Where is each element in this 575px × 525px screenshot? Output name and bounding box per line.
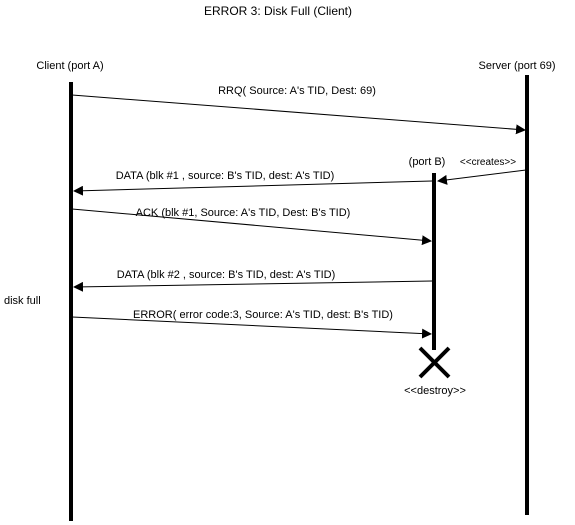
- destroy-note: <<destroy>>: [404, 385, 466, 397]
- ack1-message-label: ACK (blk #1, Source: A's TID, Dest: B's …: [136, 207, 351, 219]
- creates-message-arrow: [438, 170, 526, 181]
- rrq-message-label: RRQ( Source: A's TID, Dest: 69): [218, 85, 376, 97]
- error-message-label: ERROR( error code:3, Source: A's TID, de…: [133, 309, 393, 321]
- client-participant-label: Client (port A): [36, 60, 103, 72]
- destroy-marker-icon: [420, 348, 449, 377]
- creates-message-label: <<creates>>: [460, 157, 516, 168]
- diagram-title: ERROR 3: Disk Full (Client): [204, 4, 352, 18]
- port-b-participant-label: (port B): [409, 156, 446, 168]
- data2-message-arrow: [74, 281, 432, 287]
- data1-message-arrow: [74, 181, 432, 191]
- data2-message-label: DATA (blk #2 , source: B's TID, dest: A'…: [117, 269, 336, 281]
- rrq-message-arrow: [72, 95, 525, 130]
- server-participant-label: Server (port 69): [478, 60, 555, 72]
- disk-full-note: disk full: [4, 295, 41, 307]
- data1-message-label: DATA (blk #1 , source: B's TID, dest: A'…: [116, 170, 335, 182]
